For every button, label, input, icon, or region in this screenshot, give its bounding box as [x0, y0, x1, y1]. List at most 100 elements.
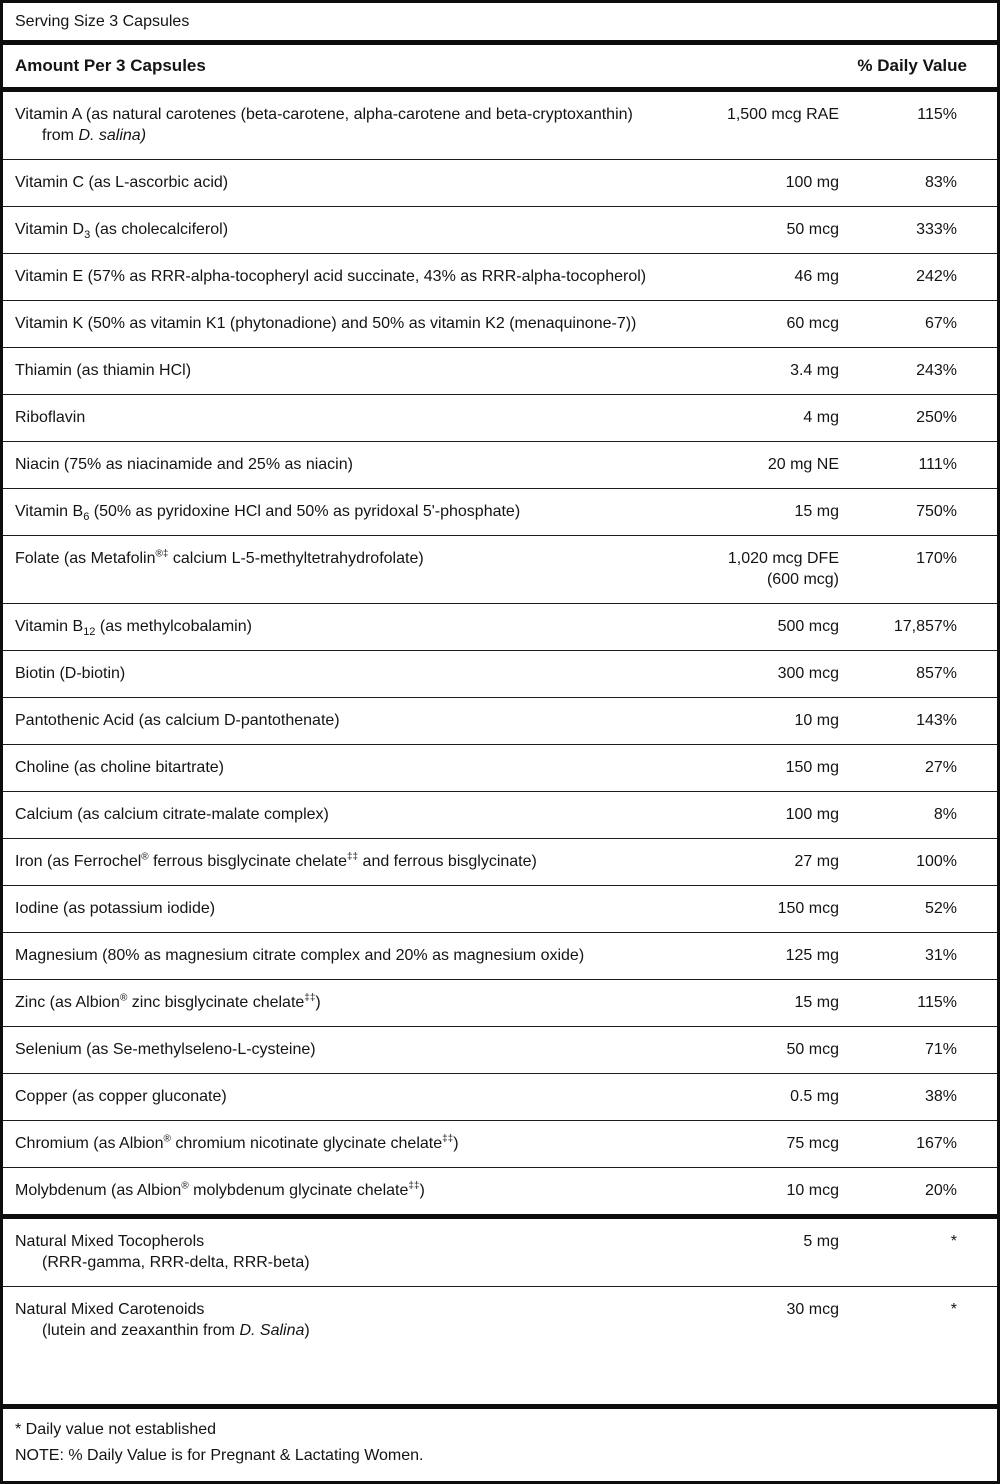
- ingredient-name: Natural Mixed Tocopherols (RRR-gamma, RRR…: [15, 1231, 679, 1273]
- daily-value: *: [950, 1233, 957, 1250]
- amount-value: 125 mg: [785, 947, 839, 964]
- nutrient-rows: Vitamin A (as natural carotenes (beta-ca…: [3, 92, 997, 1214]
- daily-value: 143%: [916, 712, 957, 729]
- table-row: Vitamin K (50% as vitamin K1 (phytonadio…: [3, 300, 997, 347]
- table-row: Iodine (as potassium iodide) 150 mcg 52%: [3, 885, 997, 932]
- ingredient-name: Iodine (as potassium iodide): [15, 900, 216, 917]
- amount-value: 60 mcg: [786, 315, 839, 332]
- daily-value: 67%: [924, 315, 957, 332]
- amount-value: 75 mcg: [786, 1135, 839, 1152]
- daily-value: 38%: [924, 1088, 957, 1105]
- daily-value: 333%: [916, 221, 957, 238]
- amount-value: 4 mg: [803, 409, 839, 426]
- divider-thick: [3, 40, 997, 45]
- amount-value: 50 mcg: [786, 221, 839, 238]
- ingredient-name: Thiamin (as thiamin HCl): [15, 362, 192, 379]
- amount-value: 150 mcg: [777, 900, 839, 917]
- ingredient-name: Niacin (75% as niacinamide and 25% as ni…: [15, 456, 353, 473]
- table-row: Copper (as copper gluconate) 0.5 mg 38%: [3, 1073, 997, 1120]
- divider-thick: [3, 1214, 997, 1219]
- ingredient-name: Pantothenic Acid (as calcium D-pantothen…: [15, 712, 340, 729]
- amount-value: 0.5 mg: [790, 1088, 839, 1105]
- table-row: Molybdenum (as Albion® molybdenum glycin…: [3, 1167, 997, 1214]
- ingredient-subline: (RRR-gamma, RRR-delta, RRR-beta): [42, 1254, 310, 1271]
- daily-value: 243%: [916, 362, 957, 379]
- table-row: Vitamin A (as natural carotenes (beta-ca…: [3, 92, 997, 159]
- amount-value: 15 mg: [794, 994, 839, 1011]
- table-row: Choline (as choline bitartrate) 150 mg 27%: [3, 744, 997, 791]
- amount-value: 1,500 mcg RAE: [726, 106, 839, 123]
- ingredient-name: Vitamin A (as natural carotenes (beta-ca…: [15, 104, 679, 146]
- footnote-note: NOTE: % Daily Value is for Pregnant & La…: [15, 1447, 424, 1464]
- table-row: Vitamin B6 (50% as pyridoxine HCl and 50…: [3, 488, 997, 535]
- daily-value: 857%: [916, 665, 957, 682]
- amount-value: 150 mg: [785, 759, 839, 776]
- divider-thick: [3, 87, 997, 92]
- other-ingredient-rows: Natural Mixed Tocopherols (RRR-gamma, RRR…: [3, 1219, 997, 1354]
- daily-value: 27%: [924, 759, 957, 776]
- daily-value: 115%: [917, 994, 957, 1011]
- daily-value: 52%: [924, 900, 957, 917]
- table-row: Vitamin E (57% as RRR-alpha-tocopheryl a…: [3, 253, 997, 300]
- amount-value: 1,020 mcg DFE (600 mcg): [679, 548, 839, 590]
- table-row: Calcium (as calcium citrate-malate compl…: [3, 791, 997, 838]
- ingredient-name: Vitamin B12 (as methylcobalamin): [15, 618, 252, 639]
- amount-value: 100 mg: [785, 174, 839, 191]
- ingredient-name: Riboflavin: [15, 409, 86, 426]
- table-row: Vitamin C (as L-ascorbic acid) 100 mg 83%: [3, 159, 997, 206]
- ingredient-name: Natural Mixed Carotenoids (lutein and zea…: [15, 1299, 679, 1341]
- amount-value: 10 mg: [794, 712, 839, 729]
- daily-value: 83%: [924, 174, 957, 191]
- daily-value: 111%: [918, 456, 957, 473]
- table-row: Vitamin B12 (as methylcobalamin) 500 mcg 1…: [3, 603, 997, 650]
- ingredient-name: Vitamin C (as L-ascorbic acid): [15, 174, 229, 191]
- daily-value: 100%: [916, 853, 957, 870]
- amount-value: 100 mg: [785, 806, 839, 823]
- daily-value: 170%: [916, 550, 957, 567]
- amount-value: 300 mcg: [777, 665, 839, 682]
- table-row: Natural Mixed Carotenoids (lutein and zea…: [3, 1286, 997, 1354]
- daily-value: *: [950, 1301, 957, 1318]
- daily-value: 31%: [924, 947, 957, 964]
- header-daily-value-label: % Daily Value: [857, 56, 967, 75]
- table-row: Zinc (as Albion® zinc bisglycinate chela…: [3, 979, 997, 1026]
- daily-value: 167%: [916, 1135, 957, 1152]
- ingredient-name: Biotin (D-biotin): [15, 665, 126, 682]
- ingredient-name: Molybdenum (as Albion® molybdenum glycin…: [15, 1180, 425, 1199]
- header-amount-label: Amount Per 3 Capsules: [15, 56, 206, 75]
- daily-value: 750%: [916, 503, 957, 520]
- table-row: Natural Mixed Tocopherols (RRR-gamma, RRR…: [3, 1219, 997, 1286]
- daily-value: 8%: [933, 806, 957, 823]
- table-header: Amount Per 3 Capsules % Daily Value: [3, 45, 997, 87]
- ingredient-subline: from D. salina): [42, 127, 147, 144]
- divider-thick: [3, 1404, 997, 1409]
- amount-value: 30 mcg: [786, 1301, 839, 1318]
- daily-value: 242%: [916, 268, 957, 285]
- ingredient-name: Copper (as copper gluconate): [15, 1088, 227, 1105]
- ingredient-name: Folate (as Metafolin®‡ calcium L-5-methy…: [15, 548, 424, 567]
- table-row: Magnesium (80% as magnesium citrate comp…: [3, 932, 997, 979]
- table-row: Pantothenic Acid (as calcium D-pantothen…: [3, 697, 997, 744]
- amount-value: 3.4 mg: [790, 362, 839, 379]
- ingredient-subline: (lutein and zeaxanthin from D. Salina): [42, 1322, 310, 1339]
- amount-value: 500 mcg: [777, 618, 839, 635]
- ingredient-name: Zinc (as Albion® zinc bisglycinate chela…: [15, 992, 321, 1011]
- table-row: Iron (as Ferrochel® ferrous bisglycinate…: [3, 838, 997, 885]
- daily-value: 71%: [924, 1041, 957, 1058]
- amount-value: 10 mcg: [786, 1182, 839, 1199]
- footnotes: * Daily value not established NOTE: % Da…: [3, 1409, 997, 1481]
- footer-section: * Daily value not established NOTE: % Da…: [3, 1404, 997, 1481]
- ingredient-name: Iron (as Ferrochel® ferrous bisglycinate…: [15, 851, 537, 870]
- ingredient-name: Vitamin D3 (as cholecalciferol): [15, 221, 229, 242]
- table-row: Vitamin D3 (as cholecalciferol) 50 mcg 333…: [3, 206, 997, 253]
- table-row: Riboflavin 4 mg 250%: [3, 394, 997, 441]
- table-row: Selenium (as Se-methylseleno-L-cysteine)…: [3, 1026, 997, 1073]
- table-row: Folate (as Metafolin®‡ calcium L-5-methy…: [3, 535, 997, 603]
- table-row: Biotin (D-biotin) 300 mcg 857%: [3, 650, 997, 697]
- ingredient-name: Magnesium (80% as magnesium citrate comp…: [15, 947, 585, 964]
- daily-value: 115%: [917, 106, 957, 123]
- ingredient-name: Vitamin E (57% as RRR-alpha-tocopheryl a…: [15, 268, 647, 285]
- amount-value: 20 mg NE: [767, 456, 839, 473]
- footnote-daily-value: * Daily value not established: [15, 1421, 217, 1438]
